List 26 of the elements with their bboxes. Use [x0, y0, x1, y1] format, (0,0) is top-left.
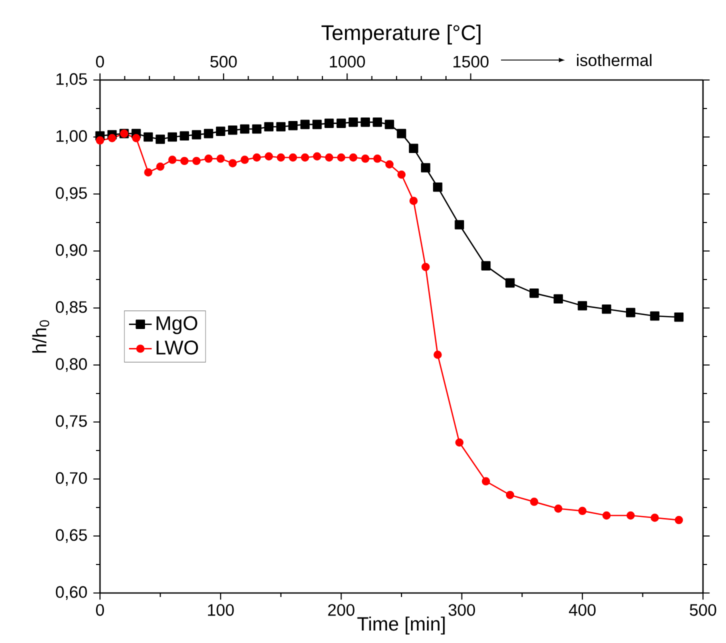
x-axis-title: Time [min] — [357, 616, 445, 635]
x-tick-label: 300 — [448, 604, 475, 616]
text: isothermal — [577, 54, 652, 66]
y-tick-label: 0,85 — [56, 301, 87, 315]
y-tick-label: 0,75 — [56, 415, 87, 429]
x-tick-label: 100 — [208, 604, 234, 616]
x2-tick-label: 500 — [210, 56, 237, 68]
x-tick-label: 200 — [328, 604, 354, 616]
y-tick-label: 0,65 — [56, 529, 87, 543]
y-tick-label: 1,00 — [56, 130, 87, 144]
x2-tick-label: 1000 — [330, 56, 365, 68]
x2-tick-label: 1500 — [454, 56, 489, 68]
x2-tick-label: 0 — [96, 56, 104, 68]
legend-label: MgO — [156, 316, 198, 334]
legend-label: LWO — [156, 340, 198, 355]
y-tick-label: 0,60 — [56, 586, 87, 600]
x-tick-label: 400 — [568, 604, 596, 616]
y-tick-label: 1,05 — [56, 73, 87, 87]
x-tick-label: 500 — [690, 604, 716, 616]
x2-axis-title: Temperature [°C] — [322, 24, 480, 44]
x-tick-label: 0 — [96, 604, 104, 616]
y-tick-label: 0,90 — [56, 244, 87, 258]
y-tick-label: 0,95 — [56, 187, 87, 201]
y-tick-label: 0,70 — [56, 472, 87, 486]
y-axis-title: h/h$_{0}$ — [32, 320, 50, 353]
y-tick-label: 0,80 — [56, 358, 87, 372]
